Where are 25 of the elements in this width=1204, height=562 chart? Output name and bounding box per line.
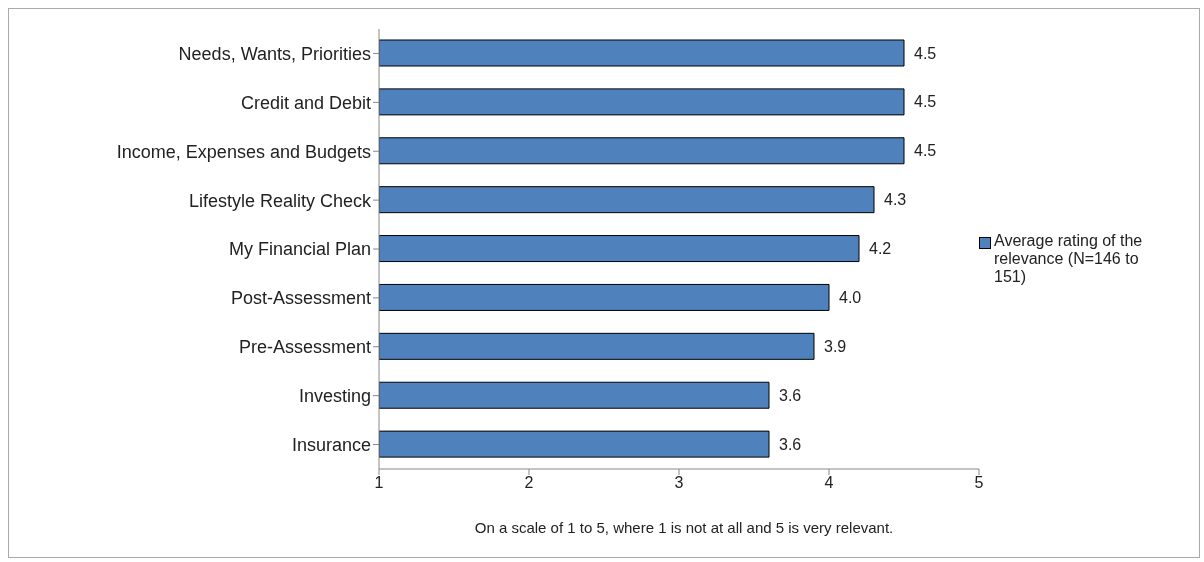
data-label: 3.9 [824, 337, 847, 355]
y-tick-label: Post-Assessment [230, 288, 371, 309]
x-tick-label: 2 [524, 474, 534, 492]
x-tick-label: 3 [674, 474, 684, 492]
y-tick-label: Insurance [291, 434, 371, 455]
y-tick-label: Needs, Wants, Priorities [178, 43, 371, 64]
x-tick-label: 5 [974, 474, 984, 492]
y-tick-label: Lifestyle Reality Check [188, 190, 372, 211]
y-tick-label: My Financial Plan [228, 239, 371, 260]
y-tick-label: Income, Expenses and Budgets [116, 141, 371, 162]
data-label: 3.6 [779, 386, 802, 404]
data-label: 4.3 [884, 191, 907, 209]
x-tick-label: 4 [824, 474, 834, 492]
data-label: 4.2 [869, 240, 892, 258]
y-tick-label: Credit and Debit [240, 92, 371, 113]
data-label: 4.5 [914, 44, 937, 62]
data-label: 4.0 [839, 289, 862, 307]
x-tick-label: 1 [374, 474, 384, 492]
x-axis-title: On a scale of 1 to 5, where 1 is not at all and 5 is very relevant. [473, 519, 895, 536]
data-label: 3.6 [779, 435, 802, 453]
data-label: 4.5 [914, 142, 937, 160]
y-tick-label: Investing [298, 386, 371, 407]
y-tick-label: Pre-Assessment [238, 337, 371, 358]
data-label: 4.5 [914, 93, 937, 111]
legend-label: Average rating of the relevance (N=146 to 151) [994, 232, 1144, 286]
